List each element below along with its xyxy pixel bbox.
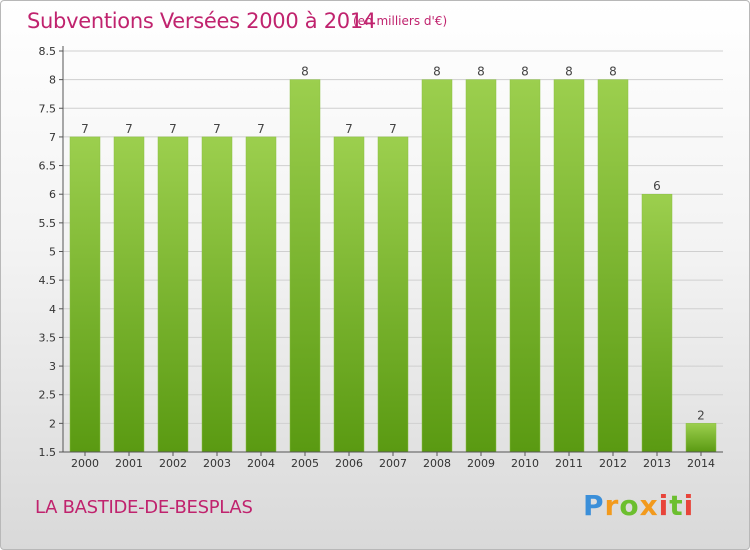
bar-2008 [421,79,453,453]
bar-2003 [201,136,233,453]
data-label-2006: 7 [345,122,353,136]
data-label-2010: 8 [521,65,529,79]
data-label-2002: 7 [169,122,177,136]
bar-2010 [509,79,541,453]
y-tick-label: 2.5 [39,389,57,402]
brand-logo[interactable]: Proxiti [583,489,694,522]
bar-2011 [553,79,585,453]
x-tick-label-2008: 2008 [423,457,451,470]
x-tick-label-2003: 2003 [203,457,231,470]
bars [69,79,717,453]
x-tick-label-2001: 2001 [115,457,143,470]
x-tick-label-2006: 2006 [335,457,363,470]
labels: 1.5 2 2.5 3 3.5 4 4.5 5 5.5 6 6.5 7 7.5 8 8.5 7 2000 7 200… [39,45,716,470]
data-label-2005: 8 [301,65,309,79]
x-tick-label-2002: 2002 [159,457,187,470]
bar-2000 [69,136,101,453]
chart-subtitle: (en milliers d'€) [353,14,448,28]
x-tick-label-2007: 2007 [379,457,407,470]
brand-logo-text: Proxiti [583,489,695,522]
bar-2007 [377,136,409,453]
data-label-2003: 7 [213,122,221,136]
y-tick-label: 5 [49,246,56,259]
x-tick-label-2014: 2014 [687,457,715,470]
data-label-2008: 8 [433,65,441,79]
data-label-2007: 7 [389,122,397,136]
y-tick-label: 2 [49,417,56,430]
x-tick-label-2004: 2004 [247,457,275,470]
bar-2012 [597,79,629,453]
data-label-2004: 7 [257,122,265,136]
y-tick-label: 5.5 [39,217,57,230]
y-tick-label: 3.5 [39,331,57,344]
x-tick-label-2010: 2010 [511,457,539,470]
data-label-2012: 8 [609,65,617,79]
data-label-2009: 8 [477,65,485,79]
y-tick-label: 3 [49,360,56,373]
bar-2005 [289,79,321,453]
x-tick-label-2011: 2011 [555,457,583,470]
bar-2001 [113,136,145,453]
data-label-2011: 8 [565,65,573,79]
bar-2002 [157,136,189,453]
y-tick-label: 6.5 [39,160,57,173]
x-tick-label-2013: 2013 [643,457,671,470]
x-tick-label-2000: 2000 [71,457,99,470]
data-label-2014: 2 [697,408,705,422]
axes [59,46,723,456]
bar-2013 [641,193,673,453]
bar-2006 [333,136,365,453]
y-tick-label: 7 [49,131,56,144]
x-tick-label-2009: 2009 [467,457,495,470]
bar-2009 [465,79,497,453]
data-label-2000: 7 [81,122,89,136]
y-tick-label: 8 [49,74,56,87]
bar-2004 [245,136,277,453]
y-tick-label: 4.5 [39,274,57,287]
y-tick-label: 6 [49,188,56,201]
chart-title: Subventions Versées 2000 à 2014 [27,9,376,33]
data-label-2001: 7 [125,122,133,136]
x-tick-label-2005: 2005 [291,457,319,470]
commune-name: LA BASTIDE-DE-BESPLAS [35,497,253,518]
y-tick-label: 1.5 [39,446,57,459]
y-tick-label: 4 [49,303,56,316]
y-tick-label: 8.5 [39,45,57,58]
x-tick-label-2012: 2012 [599,457,627,470]
y-tick-label: 7.5 [39,102,57,115]
data-label-2013: 6 [653,179,661,193]
bar-2014 [685,423,717,453]
